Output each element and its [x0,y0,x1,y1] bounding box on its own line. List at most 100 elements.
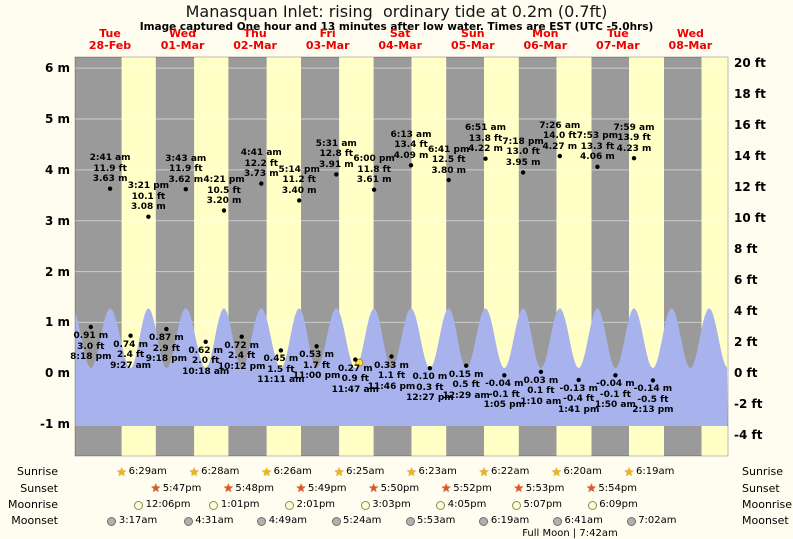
annotation-line: 12.2 ft [244,158,279,169]
low-tide-dot [314,344,319,349]
annotation-line: 10:18 am [182,366,230,377]
high-tide-annotation: 7:26 am 14.0 ft 4.27 m [529,121,591,153]
high-tide-annotation: 6:00 pm 11.8 ft 3.61 m [343,154,405,186]
y-axis-label-ft: 16 ft [734,118,766,133]
high-tide-dot [483,156,488,161]
day-date: 08-Mar [668,38,713,52]
low-tide-annotation: 0.33 m 1.1 ft 11:46 pm [361,361,423,393]
moonrise-moon-icon [209,500,219,510]
sunrise-time: 6:29am [128,466,167,477]
y-axis-label-ft: 20 ft [734,56,766,71]
annotation-line: 2.4 ft [228,351,256,362]
sunset-time: 5:54pm [598,482,637,494]
low-tide-dot [353,357,358,362]
moonset-moon-icon [405,516,415,526]
annotation-line: 4.23 m [616,143,652,154]
high-tide-dot [146,214,151,219]
current-tide-marker [355,358,364,367]
annotation-line: 3.62 m [168,174,204,185]
low-tide-dot [427,366,433,371]
day-name: Sun [461,27,485,40]
low-tide-annotation: -0.14 m -0.5 ft 2:13 pm [622,384,684,416]
day-date: 06-Mar [523,38,568,52]
high-tide-annotation: 4:41 am 12.2 ft 3.73 m [230,148,292,180]
moonrise-moon-icon [436,500,446,510]
annotation-line: 0.87 m [149,333,184,344]
annotation-line: 9:27 am [110,360,152,371]
low-tide-dot [650,378,656,383]
astro-row-label-right: Sunrise [742,465,784,478]
annotation-line: 4.22 m [468,144,503,155]
sunset-star-icon: ★ [150,481,162,495]
full-moon-label: Full Moon | 7:42am [522,528,618,539]
high-tide-annotation: 5:14 pm 11.2 ft 3.40 m [268,165,330,197]
day-label: Tue 28-Feb [74,28,146,51]
day-name: Wed [676,27,704,40]
sunset-time: 5:53pm [525,482,565,494]
annotation-line: 6:00 pm [353,154,395,165]
y-axis-label-ft: -2 ft [734,397,763,412]
y-axis-label-ft: 14 ft [734,149,766,164]
high-tide-annotation: 6:41 pm 12.5 ft 3.80 m [418,145,480,177]
annotation-line: 2:41 am [89,153,131,164]
y-axis-label-ft: 8 ft [734,242,758,257]
low-tide-annotation: 0.45 m 1.5 ft 11:11 am [250,354,312,386]
day-name: Tue [607,27,629,40]
annotation-line: 0.45 m [263,354,299,365]
y-axis-label-m: 3 m [44,213,70,228]
annotation-line: 10.5 ft [207,185,241,196]
astro-row-label-left: Moonrise [8,498,58,511]
moonset-moon-icon [107,516,117,526]
annotation-line: -0.1 ft [488,389,520,400]
low-tide-dot [613,373,618,378]
astro-row-label-right: Moonset [742,514,789,527]
moonrise-time: 2:01pm [296,499,336,510]
annotation-line: 2.4 ft [116,350,145,361]
sunrise-star-icon: ★ [478,464,490,479]
annotation-line: 12:29 am [442,390,490,401]
annotation-line: 8:18 pm [70,352,112,362]
high-tide-dot [221,208,227,213]
astro-row-label-right: Sunset [742,481,780,495]
annotation-line: 2.9 ft [152,343,181,354]
high-tide-dot [557,153,562,159]
low-tide-annotation: 0.62 m 2.0 ft 10:18 am [175,346,237,378]
annotation-line: -0.1 ft [599,389,631,400]
moonset-time: 5:53am [417,515,456,526]
day-label: Mon 06-Mar [509,28,581,51]
low-tide-dot [88,324,94,330]
annotation-line: 13.4 ft [394,140,428,151]
moonset-time: 4:49am [268,515,308,526]
annotation-line: 1:10 am [520,396,562,407]
sunrise-star-icon: ★ [333,464,345,479]
annotation-line: 4.27 m [542,141,578,152]
annotation-line: 3.63 m [92,174,128,185]
high-tide-dot [371,187,377,192]
day-name: Thu [243,27,267,40]
annotation-line: -0.14 m [633,384,673,395]
annotation-line: 10:12 pm [217,361,266,372]
sunset-time: 5:52pm [453,482,492,494]
annotation-line: 9:18 pm [145,354,188,365]
moonset-time: 6:19am [490,515,530,526]
annotation-line: 1.5 ft [267,364,295,375]
annotation-line: 0.53 m [299,350,334,361]
y-axis-label-m: -1 m [39,417,70,432]
moonset-moon-icon [183,516,193,526]
sunrise-star-icon: ★ [551,464,562,479]
annotation-line: 0.1 ft [527,386,555,397]
annotation-line: 1.7 ft [302,360,331,371]
moonrise-time: 4:05pm [447,499,487,510]
sunrise-time: 6:28am [201,466,240,477]
annotation-line: 0.03 m [523,375,559,386]
moonset-time: 3:17am [118,515,158,526]
day-label: Fri 03-Mar [292,28,364,51]
low-tide-dot [389,354,394,359]
annotation-line: 3.61 m [356,175,392,186]
moonset-time: 7:02am [638,515,677,526]
high-tide-dot [520,170,526,175]
high-tide-dot [631,156,637,161]
moonset-time: 5:24am [343,515,382,526]
y-axis-label-m: 2 m [44,264,70,279]
sunset-time: 5:50pm [380,482,420,494]
